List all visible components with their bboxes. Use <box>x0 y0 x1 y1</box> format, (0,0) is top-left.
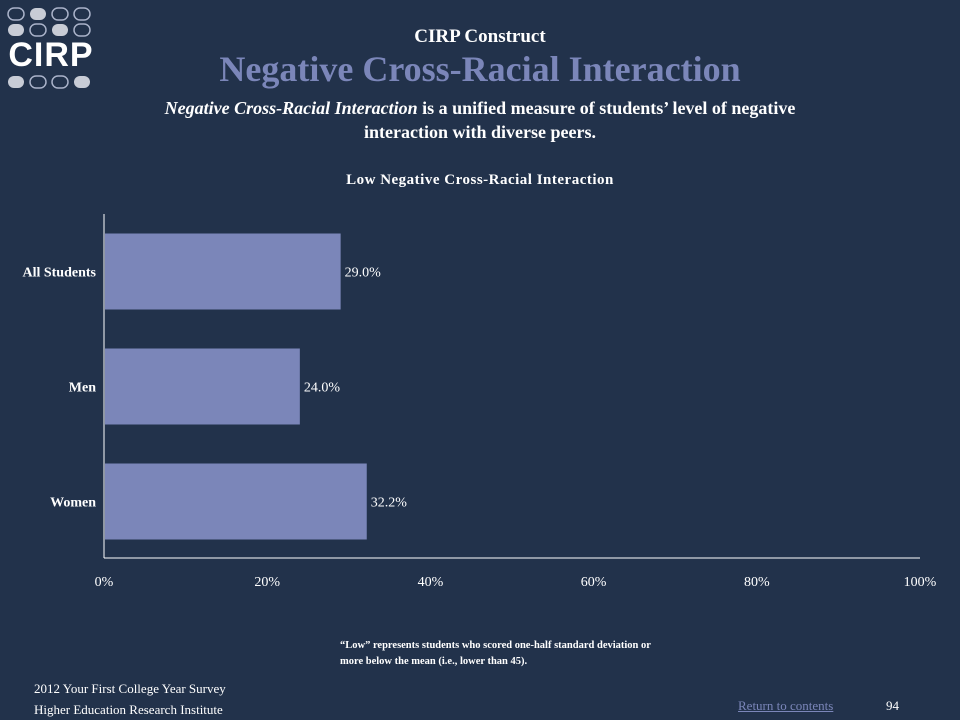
logo-dots-graphic <box>7 7 91 89</box>
bar-men <box>105 348 300 425</box>
value-label-women: 32.2% <box>371 496 408 511</box>
x-tick-label-4: 80% <box>744 575 770 590</box>
bar-chart: All Students 29.0% Men 24.0% Women 32.2% 0% 20%… <box>22 214 937 591</box>
construct-label: CIRP Construct <box>414 26 546 47</box>
survey-name: 2012 Your First College Year Survey <box>34 681 226 696</box>
chart-bars <box>105 233 367 540</box>
category-label-women: Women <box>50 496 96 511</box>
chart-footnote: “Low” represents students who scored one… <box>340 640 651 667</box>
category-label-all-students: All Students <box>22 266 96 281</box>
chart-title: Low Negative Cross-Racial Interaction <box>346 172 614 188</box>
x-tick-label-1: 20% <box>254 575 280 590</box>
value-label-men: 24.0% <box>304 381 341 396</box>
x-tick-label-5: 100% <box>904 575 937 590</box>
cirp-logo: CIRP <box>4 4 96 94</box>
value-label-all-students: 29.0% <box>345 266 382 281</box>
description-emphasis: Negative Cross-Racial Interaction <box>164 98 418 118</box>
institute-name: Higher Education Research Institute <box>34 702 223 717</box>
return-to-contents-link[interactable]: Return to contents <box>738 698 834 713</box>
footer: 2012 Your First College Year Survey High… <box>34 678 226 720</box>
x-tick-label-0: 0% <box>95 575 114 590</box>
logo-text: CIRP <box>8 36 94 74</box>
bar-all-students <box>105 233 341 310</box>
construct-description: Negative Cross-Racial Interaction is a u… <box>130 96 830 144</box>
x-tick-label-2: 40% <box>418 575 444 590</box>
chart-labels: All Students 29.0% Men 24.0% Women 32.2% 0% 20%… <box>22 266 936 591</box>
bar-women <box>105 463 367 540</box>
page-number: 94 <box>886 698 899 713</box>
description-text: is a unified measure of students’ level … <box>364 98 796 142</box>
x-tick-label-3: 60% <box>581 575 607 590</box>
page-title: Negative Cross-Racial Interaction <box>219 49 741 89</box>
category-label-men: Men <box>69 381 96 396</box>
